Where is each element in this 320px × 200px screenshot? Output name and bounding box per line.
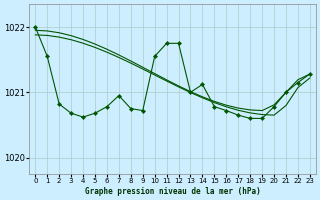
- X-axis label: Graphe pression niveau de la mer (hPa): Graphe pression niveau de la mer (hPa): [85, 187, 260, 196]
